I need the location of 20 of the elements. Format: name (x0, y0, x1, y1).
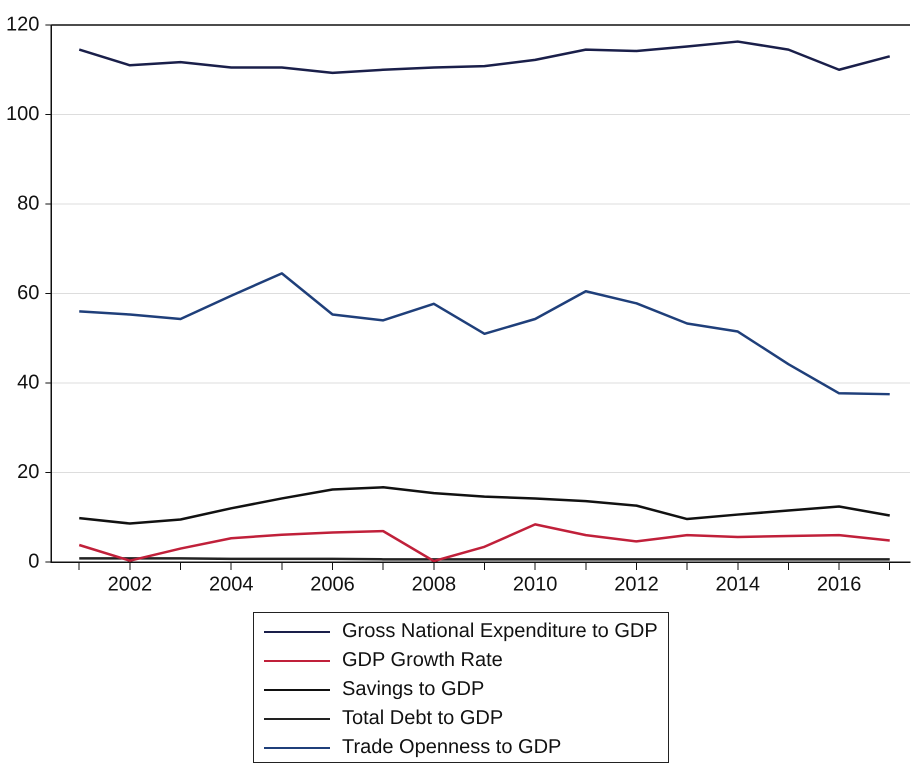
legend-label: GDP Growth Rate (342, 649, 503, 672)
y-tick-label: 120 (6, 14, 40, 36)
x-tick-label: 2004 (208, 574, 254, 596)
y-tick-label: 60 (17, 282, 40, 304)
x-tick-label: 2002 (108, 574, 152, 596)
y-tick-label: 0 (28, 550, 40, 573)
legend-label: Total Debt to GDP (342, 707, 504, 730)
x-tick-label: 2012 (614, 574, 659, 596)
x-tick-label: 2006 (310, 574, 355, 596)
legend-label: Gross National Expenditure to GDP (342, 620, 658, 643)
y-tick-label: 40 (17, 372, 40, 394)
x-tick-label: 2010 (512, 574, 558, 596)
legend-label: Savings to GDP (342, 678, 484, 701)
legend-label: Trade Openness to GDP (342, 736, 562, 759)
y-tick-label: 100 (6, 103, 40, 126)
x-tick-label: 2014 (716, 574, 760, 596)
y-tick-label: 80 (17, 192, 40, 215)
x-tick-label: 2008 (412, 574, 456, 596)
y-tick-label: 20 (17, 461, 40, 484)
x-tick-label: 2016 (816, 574, 862, 596)
